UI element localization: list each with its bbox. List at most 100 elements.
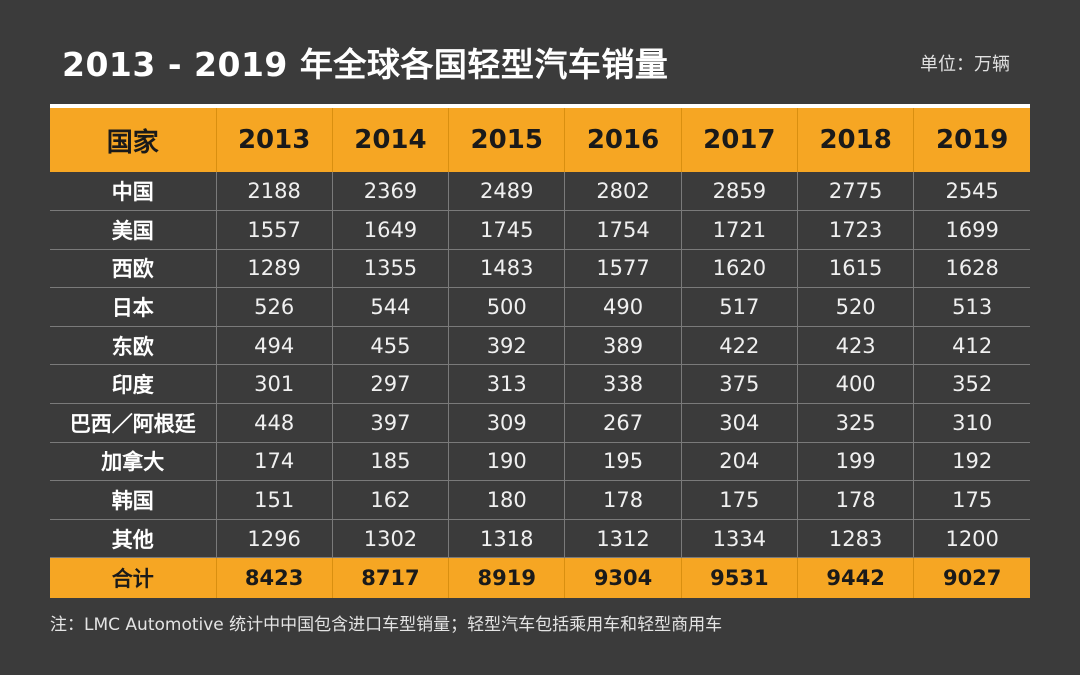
- table-row: 中国 2188 2369 2489 2802 2859 2775 2545: [50, 172, 1031, 212]
- value-cell: 494: [216, 326, 333, 366]
- value-cell: 175: [913, 480, 1031, 520]
- value-cell: 204: [681, 442, 798, 482]
- value-cell: 190: [448, 442, 566, 482]
- header-year-2015: 2015: [448, 104, 566, 172]
- country-cell: 加拿大: [50, 442, 217, 482]
- value-cell: 178: [564, 480, 682, 520]
- header-year-2019: 2019: [913, 104, 1031, 172]
- value-cell: 1200: [913, 519, 1031, 559]
- country-cell: 西欧: [50, 249, 217, 289]
- total-cell: 9027: [942, 566, 1002, 591]
- value-cell: 185: [332, 442, 450, 482]
- table-row: 加拿大 174 185 190 195 204 199 192: [50, 442, 1031, 482]
- table-row: 美国 1557 1649 1745 1754 1721 1723 1699: [50, 210, 1031, 250]
- value-cell: 1334: [681, 519, 798, 559]
- total-cell: 8717: [332, 557, 450, 598]
- value-cell: 1577: [564, 249, 682, 289]
- value-cell: 352: [913, 364, 1031, 405]
- value-cell: 1699: [913, 210, 1031, 250]
- value-cell: 392: [448, 326, 566, 366]
- value-cell: 544: [332, 287, 450, 327]
- country-cell: 韩国: [50, 480, 217, 520]
- header-year-2014: 2014: [332, 104, 450, 172]
- value-cell: 389: [564, 326, 682, 366]
- value-cell: 1283: [797, 519, 915, 559]
- value-cell: 2188: [216, 172, 333, 212]
- value-cell: 304: [681, 403, 798, 443]
- value-cell: 301: [216, 364, 333, 405]
- value-cell: 267: [564, 403, 682, 443]
- value-cell: 2802: [564, 172, 682, 212]
- sales-table-container: 国家 2013 2014 2015 2016 2017 2018 2019 中国…: [50, 104, 1031, 598]
- value-cell: 2775: [797, 172, 915, 212]
- table-row: 东欧 494 455 392 389 422 423 412: [50, 326, 1031, 366]
- total-cell: 9531: [681, 557, 798, 598]
- value-cell: 412: [913, 326, 1031, 366]
- value-cell: 526: [216, 287, 333, 327]
- page-title: 2013 - 2019 年全球各国轻型汽车销量: [62, 45, 669, 84]
- value-cell: 1723: [797, 210, 915, 250]
- header-year-2017: 2017: [681, 104, 798, 172]
- value-cell: 520: [797, 287, 915, 327]
- header-year-2016: 2016: [564, 104, 682, 172]
- table-row: 其他 1296 1302 1318 1312 1334 1283 1200: [50, 519, 1031, 559]
- header-year-2018: 2018: [797, 104, 915, 172]
- value-cell: 1296: [216, 519, 333, 559]
- value-cell: 517: [681, 287, 798, 327]
- value-cell: 1355: [332, 249, 450, 289]
- country-cell: 中国: [50, 172, 217, 212]
- total-cell: 9304: [564, 557, 682, 598]
- header-year-2013: 2013: [216, 104, 333, 172]
- table-row: 巴西／阿根廷 448 397 309 267 304 325 310: [50, 403, 1031, 443]
- footnote: 注：LMC Automotive 统计中中国包含进口车型销量；轻型汽车包括乘用车…: [50, 615, 723, 635]
- value-cell: 174: [216, 442, 333, 482]
- country-cell: 其他: [50, 519, 217, 559]
- value-cell: 513: [913, 287, 1031, 327]
- value-cell: 199: [797, 442, 915, 482]
- table-row: 西欧 1289 1355 1483 1577 1620 1615 1628: [50, 249, 1031, 289]
- value-cell: 151: [216, 480, 333, 520]
- unit-label: 单位：万辆: [920, 54, 1010, 75]
- value-cell: 310: [913, 403, 1031, 443]
- value-cell: 1615: [797, 249, 915, 289]
- value-cell: 178: [797, 480, 915, 520]
- value-cell: 397: [332, 403, 450, 443]
- value-cell: 1721: [681, 210, 798, 250]
- value-cell: 195: [564, 442, 682, 482]
- value-cell: 422: [681, 326, 798, 366]
- value-cell: 375: [681, 364, 798, 405]
- value-cell: 309: [448, 403, 566, 443]
- total-label: 合计: [50, 557, 217, 598]
- table-header-row: 国家 2013 2014 2015 2016 2017 2018 2019: [50, 104, 1031, 172]
- country-cell: 美国: [50, 210, 217, 250]
- value-cell: 2369: [332, 172, 450, 212]
- value-cell: 1483: [448, 249, 566, 289]
- total-cell: 8423: [216, 557, 333, 598]
- value-cell: 313: [448, 364, 566, 405]
- value-cell: 162: [332, 480, 450, 520]
- country-cell: 印度: [50, 364, 217, 405]
- value-cell: 325: [797, 403, 915, 443]
- value-cell: 1620: [681, 249, 798, 289]
- total-cell: 9442: [797, 557, 915, 598]
- value-cell: 423: [797, 326, 915, 366]
- value-cell: 1745: [448, 210, 566, 250]
- value-cell: 1302: [332, 519, 450, 559]
- value-cell: 1649: [332, 210, 450, 250]
- sales-table: 国家 2013 2014 2015 2016 2017 2018 2019 中国…: [50, 104, 1031, 598]
- value-cell: 448: [216, 403, 333, 443]
- value-cell: 297: [332, 364, 450, 405]
- value-cell: 500: [448, 287, 566, 327]
- total-cell: 8919: [448, 557, 566, 598]
- value-cell: 400: [797, 364, 915, 405]
- value-cell: 1557: [216, 210, 333, 250]
- value-cell: 2489: [448, 172, 566, 212]
- value-cell: 1628: [913, 249, 1031, 289]
- table-row: 韩国 151 162 180 178 175 178 175: [50, 480, 1031, 520]
- header-country: 国家: [50, 104, 217, 172]
- value-cell: 1312: [564, 519, 682, 559]
- total-row: 合计 8423 8717 8919 9304 9531 9442 9027: [50, 557, 1031, 598]
- value-cell: 490: [564, 287, 682, 327]
- value-cell: 1754: [564, 210, 682, 250]
- country-cell: 东欧: [50, 326, 217, 366]
